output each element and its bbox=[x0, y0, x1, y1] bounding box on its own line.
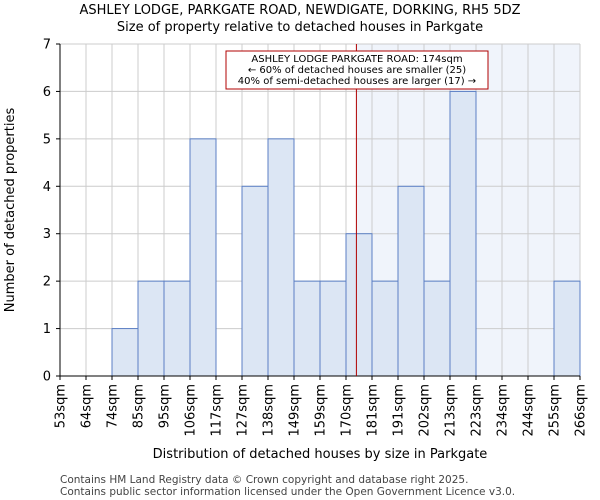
annotation-line-3: 40% of semi-detached houses are larger (… bbox=[238, 76, 476, 87]
y-tick-label-6: 6 bbox=[43, 85, 51, 100]
bar-255sqm bbox=[553, 280, 581, 377]
x-tick-label-85sqm: 85sqm bbox=[132, 384, 147, 428]
y-axis-label: Number of detached properties bbox=[3, 108, 18, 313]
plot-area: 0 1 2 3 4 5 6 7 53sqm 64sqm 74sqm 85sqm 95sqm 106sqm 1… bbox=[43, 38, 589, 437]
x-tick-label-191sqm: 191sqm bbox=[392, 384, 407, 437]
y-tick-label-5: 5 bbox=[43, 132, 51, 147]
bar-149sqm bbox=[293, 280, 321, 377]
x-tick-label-202sqm: 202sqm bbox=[418, 384, 433, 437]
x-tick-label-106sqm: 106sqm bbox=[184, 384, 199, 437]
x-tick-label-64sqm: 64sqm bbox=[80, 384, 95, 428]
x-tick-label-149sqm: 149sqm bbox=[288, 384, 303, 437]
bar-74sqm bbox=[111, 328, 139, 377]
x-tick-label-95sqm: 95sqm bbox=[158, 384, 173, 428]
x-tick-label-244sqm: 244sqm bbox=[522, 384, 537, 437]
y-tick-label-7: 7 bbox=[43, 38, 51, 53]
bar-106sqm bbox=[189, 138, 217, 377]
bar-170sqm bbox=[345, 233, 373, 377]
chart-title-line1: ASHLEY LODGE, PARKGATE ROAD, NEWDIGATE, … bbox=[79, 3, 520, 18]
bar-138sqm bbox=[267, 138, 295, 377]
bar-181sqm bbox=[371, 280, 399, 377]
y-tick-label-3: 3 bbox=[43, 227, 51, 242]
y-tick-label-0: 0 bbox=[43, 370, 51, 385]
bar-191sqm bbox=[397, 185, 425, 377]
bar-159sqm bbox=[319, 280, 347, 377]
x-tick-label-255sqm: 255sqm bbox=[548, 384, 563, 437]
x-tick-label-53sqm: 53sqm bbox=[54, 384, 69, 428]
bar-127sqm bbox=[241, 185, 269, 377]
y-tick-label-4: 4 bbox=[43, 180, 51, 195]
x-tick-label-74sqm: 74sqm bbox=[106, 384, 121, 428]
x-tick-label-127sqm: 127sqm bbox=[236, 384, 251, 437]
y-tick-label-2: 2 bbox=[43, 275, 51, 290]
chart-title-line2: Size of property relative to detached ho… bbox=[117, 20, 483, 35]
footer-line1: Contains HM Land Registry data © Crown c… bbox=[60, 474, 468, 486]
x-tick-label-234sqm: 234sqm bbox=[496, 384, 511, 437]
x-tick-label-117sqm: 117sqm bbox=[210, 384, 225, 437]
annotation-line-2: ← 60% of detached houses are smaller (25… bbox=[248, 65, 466, 76]
x-tick-label-266sqm: 266sqm bbox=[574, 384, 589, 437]
bar-213sqm bbox=[449, 90, 477, 377]
bar-202sqm bbox=[423, 280, 451, 377]
x-axis-label: Distribution of detached houses by size … bbox=[153, 447, 488, 462]
x-tick-label-159sqm: 159sqm bbox=[314, 384, 329, 437]
annotation-box bbox=[225, 50, 489, 90]
x-tick-label-223sqm: 223sqm bbox=[470, 384, 485, 437]
footer-line2: Contains public sector information licen… bbox=[60, 486, 515, 498]
x-tick-label-181sqm: 181sqm bbox=[366, 384, 381, 437]
y-tick-label-1: 1 bbox=[43, 322, 51, 337]
bar-85sqm bbox=[137, 280, 165, 377]
x-tick-label-213sqm: 213sqm bbox=[444, 384, 459, 437]
bar-95sqm bbox=[163, 280, 191, 377]
x-tick-label-170sqm: 170sqm bbox=[340, 384, 355, 437]
annotation-line-1: ASHLEY LODGE PARKGATE ROAD: 174sqm bbox=[251, 54, 462, 65]
x-tick-label-138sqm: 138sqm bbox=[262, 384, 277, 437]
